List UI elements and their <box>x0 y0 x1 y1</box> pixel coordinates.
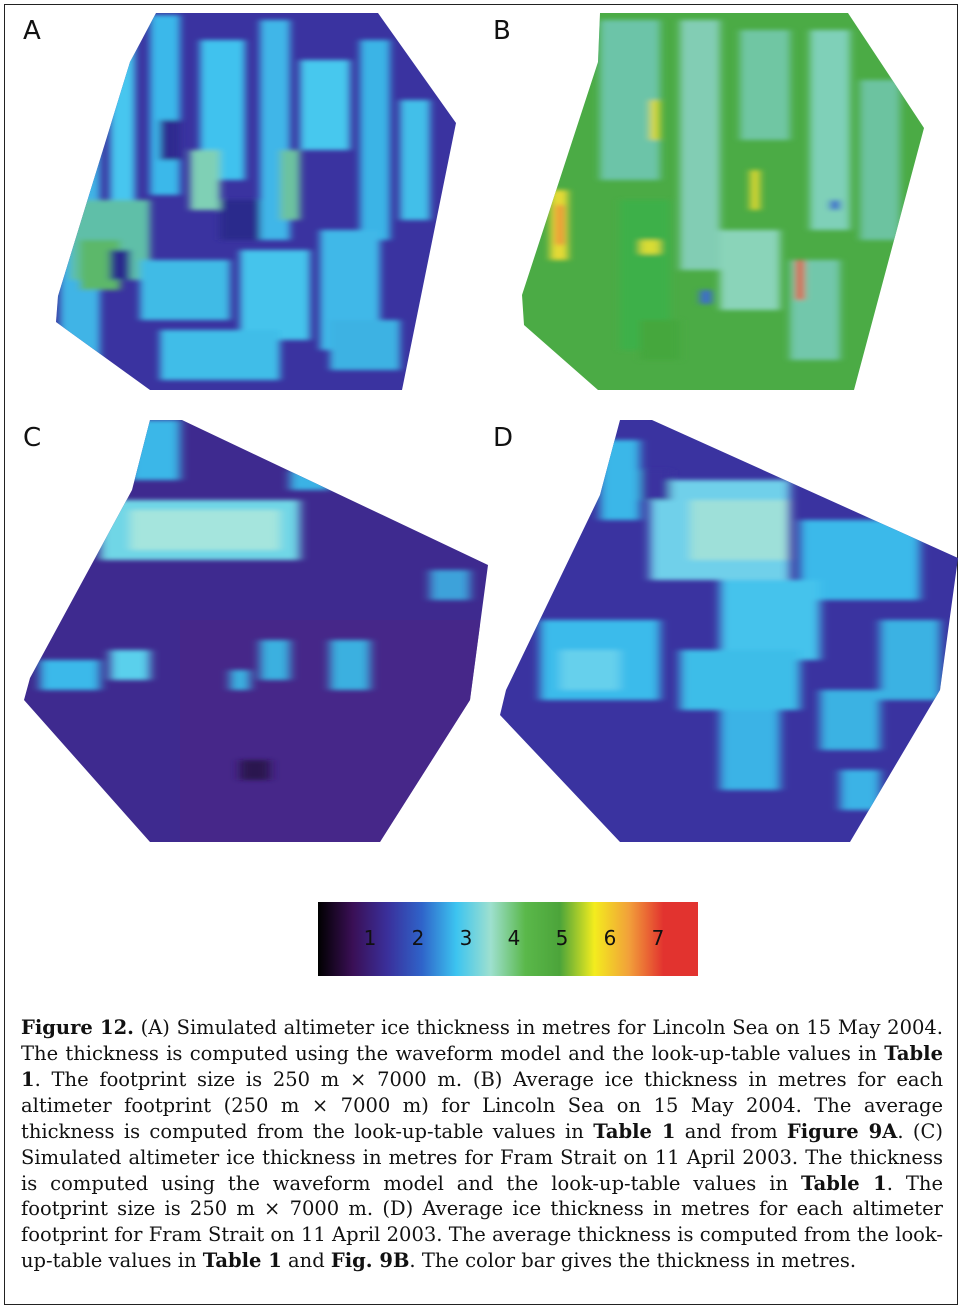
caption-ref-table-1c: Table 1 <box>800 1171 887 1195</box>
colorbar-tick-1: 1 <box>363 926 377 950</box>
caption-ref-fig-9b: Fig. 9B <box>330 1249 410 1273</box>
caption-ref-table-1b: Table 1 <box>593 1119 676 1143</box>
caption-text-2: . The footprint size is 250 m × 7000 m. … <box>21 1067 943 1143</box>
colorbar-tick-6: 6 <box>603 926 617 950</box>
caption-figure-number: Figure 12. <box>21 1016 134 1039</box>
caption-text-3: and from <box>675 1119 787 1143</box>
panel-d-image <box>500 420 958 842</box>
colorbar-gradient <box>318 902 698 976</box>
colorbar-tick-4: 4 <box>507 926 521 950</box>
caption-ref-table-1a: Table 1 <box>21 1041 943 1091</box>
panel-label-c: C <box>23 423 42 453</box>
colorbar-tick-7: 7 <box>651 926 665 950</box>
caption-ref-table-1d: Table 1 <box>202 1249 282 1273</box>
caption-ref-figure-9a: Figure 9A <box>786 1119 898 1143</box>
thickness-colorbar: 1 2 3 4 5 6 7 <box>318 902 698 976</box>
figure-caption: Figure 12. (A) Simulated altimeter ice t… <box>21 1015 943 1274</box>
caption-text-4: . (C) Simulated altimeter ice thickness … <box>21 1119 943 1195</box>
panel-c-image <box>24 420 488 842</box>
figure-frame <box>4 4 958 1305</box>
panel-label-a: A <box>23 16 41 46</box>
caption-text-6: and <box>281 1249 331 1273</box>
caption-text-1: (A) Simulated altimeter ice thickness in… <box>21 1016 943 1065</box>
panel-label-d: D <box>493 423 514 453</box>
panel-label-b: B <box>493 16 511 46</box>
caption-text-7: . The color bar gives the thickness in m… <box>409 1249 857 1273</box>
colorbar-tick-2: 2 <box>411 926 425 950</box>
colorbar-tick-3: 3 <box>459 926 473 950</box>
panel-b-image <box>522 13 924 390</box>
caption-text-5: . The footprint size is 250 m × 7000 m. … <box>21 1171 943 1273</box>
colorbar-tick-5: 5 <box>555 926 569 950</box>
panel-a-image <box>56 13 456 390</box>
